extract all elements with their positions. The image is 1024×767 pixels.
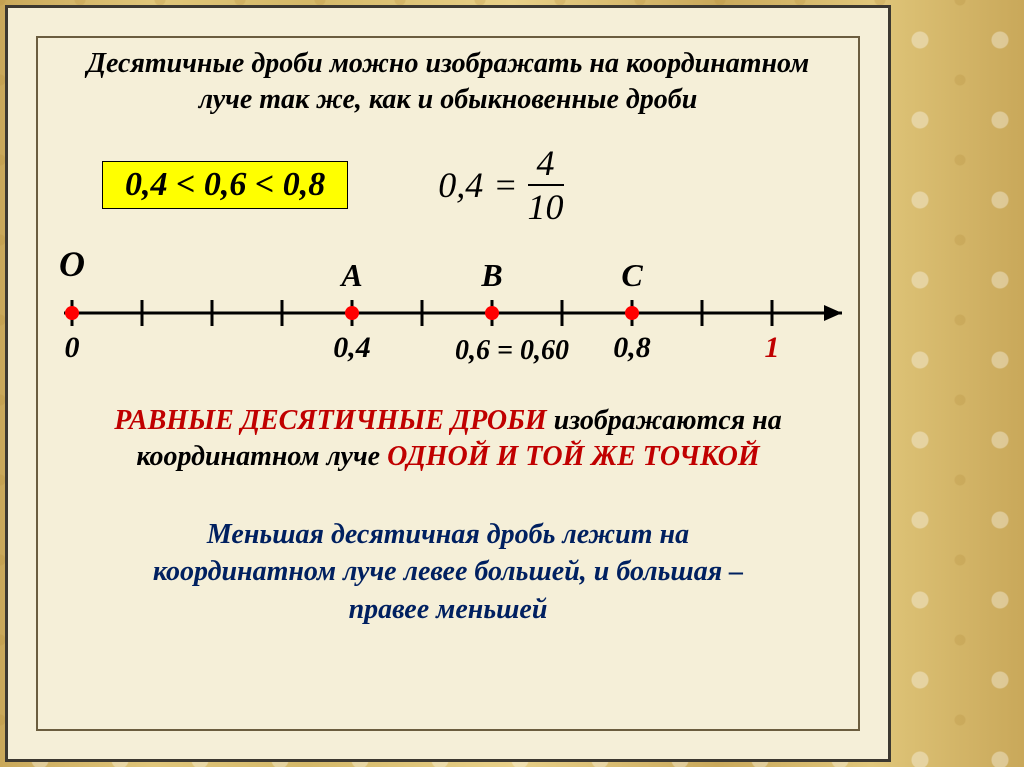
rule-equal-hl2: ОДНОЙ И ТОЙ ЖЕ ТОЧКОЙ [387, 441, 760, 472]
number-line-label: A [341, 257, 362, 294]
number-line: O 0 A 0,4 B 0,6 = 0,60 C 0,8 1 [42, 243, 854, 393]
rule-compare: Меньшая десятичная дробь лежит на коорди… [42, 516, 854, 629]
number-line-label: 1 [765, 331, 780, 365]
rule-compare-l1: Меньшая десятичная дробь лежит на [207, 519, 689, 550]
fraction-bar [528, 184, 564, 186]
fraction-numerator: 4 [537, 145, 555, 181]
rule-equal-p2: изображаются на [547, 405, 782, 436]
fraction-eq-sign: = [493, 164, 517, 206]
fraction-denominator: 10 [528, 189, 564, 225]
rule-equal-hl1: РАВНЫЕ ДЕСЯТИЧНЫЕ ДРОБИ [114, 405, 546, 436]
fraction: 4 10 [528, 145, 564, 225]
number-line-label: 0 [65, 331, 80, 365]
rule-equal-fractions: РАВНЫЕ ДЕСЯТИЧНЫЕ ДРОБИ изображаются на … [42, 403, 854, 476]
number-line-label: 0,8 [613, 331, 651, 365]
inequality-text: 0,4 < 0,6 < 0,8 [125, 166, 325, 203]
title-line-1: Десятичные дроби можно изображать на коо… [87, 48, 809, 79]
rule-equal-l2a: координатном луче [136, 441, 387, 472]
slide-frame: Десятичные дроби можно изображать на коо… [8, 8, 888, 759]
inequality-box: 0,4 < 0,6 < 0,8 [102, 161, 348, 209]
title-line-2: луче так же, как и обыкновенные дроби [199, 84, 698, 115]
slide-title: Десятичные дроби можно изображать на коо… [42, 46, 854, 119]
number-line-label: 0,6 = 0,60 [455, 335, 569, 367]
number-line-svg [42, 243, 854, 393]
number-line-label: O [59, 243, 85, 285]
number-line-label: B [481, 257, 502, 294]
number-line-label: 0,4 [333, 331, 371, 365]
number-line-label: C [621, 257, 642, 294]
rule-compare-l2: координатном луче левее большей, и больш… [153, 556, 743, 587]
rule-compare-l3: правее меньшей [349, 594, 548, 625]
fraction-lhs: 0,4 [438, 164, 483, 206]
inequality-row: 0,4 < 0,6 < 0,8 0,4 = 4 10 [102, 145, 854, 225]
fraction-equation: 0,4 = 4 10 [438, 145, 563, 225]
